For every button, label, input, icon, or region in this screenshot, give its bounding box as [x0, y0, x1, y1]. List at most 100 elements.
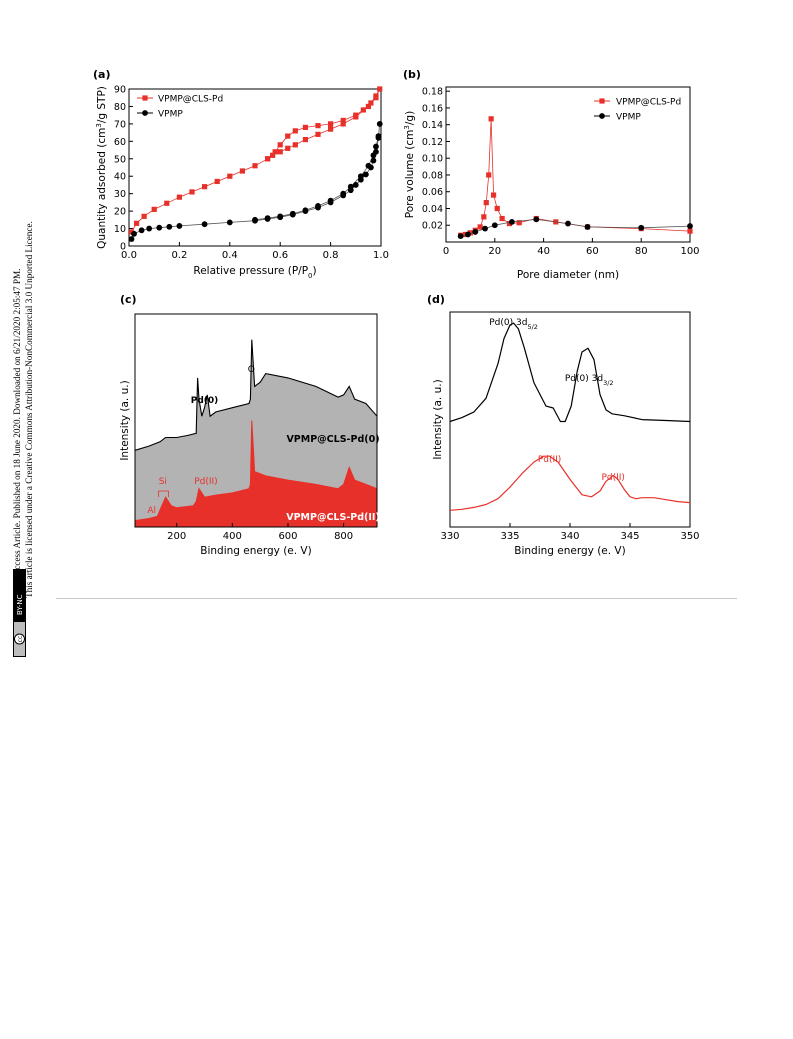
y-tick-label: 20: [114, 207, 126, 218]
x-axis-label: Binding energy (e. V): [514, 545, 625, 557]
data-point: [516, 220, 522, 226]
legend-marker: [142, 95, 148, 101]
x-tick-label: 0.6: [272, 250, 288, 261]
data-point: [457, 233, 464, 240]
data-point: [128, 229, 135, 235]
x-tick-label: 0.2: [171, 250, 187, 261]
y-tick-label: 30: [114, 189, 126, 200]
x-tick-label: 0.8: [323, 250, 339, 261]
y-axis-label: Intensity (a. u.): [432, 379, 444, 459]
data-point: [176, 194, 182, 200]
data-point: [494, 205, 500, 212]
y-tick-label: 90: [114, 85, 126, 96]
data-point: [189, 189, 195, 195]
panel-c: (c) 200 400 600 800 Binding energy (e. V) Inte…: [119, 293, 380, 557]
data-point: [340, 121, 346, 127]
y-axis-label: Pore volume (cm3/g): [403, 111, 416, 218]
y-tick-label: 0.06: [422, 187, 443, 198]
data-point: [315, 131, 321, 137]
data-point: [315, 202, 321, 209]
annotation: Si: [159, 477, 167, 487]
data-point: [164, 200, 170, 206]
x-tick-label: 1.0: [373, 250, 389, 261]
x-tick-label: 40: [537, 246, 550, 257]
data-point: [373, 95, 379, 101]
data-point: [328, 126, 334, 132]
data-point: [302, 207, 309, 214]
divider-line: [56, 598, 737, 599]
data-point: [340, 190, 347, 197]
banner-line-2: This article is licensed under a Creativ…: [24, 221, 34, 598]
adsorption-line: [131, 137, 379, 240]
data-point: [214, 178, 220, 185]
annotation: Pd(0): [191, 396, 219, 406]
y-tick-label: 0.02: [422, 221, 443, 232]
data-point: [277, 213, 284, 220]
data-point: [352, 182, 359, 188]
x-tick-label: 0.0: [121, 250, 137, 261]
y-tick-label: 0.08: [422, 170, 443, 181]
data-point: [483, 200, 489, 206]
annotation: Fe: [313, 484, 324, 494]
series-line: [460, 118, 691, 236]
data-point: [146, 225, 153, 232]
legend-label: VPMP: [158, 110, 183, 120]
panel-d: (d) 330 335 340 345 350 Binding energy (e. V) I…: [427, 293, 700, 557]
data-point: [252, 216, 258, 223]
data-point: [467, 230, 473, 236]
y-tick-label: 0.10: [422, 154, 443, 165]
desorption-line: [267, 88, 381, 160]
data-point: [176, 223, 183, 229]
y-tick-label: 0.18: [422, 87, 443, 98]
y-tick-label: 0: [120, 242, 126, 253]
data-point: [486, 172, 492, 178]
data-point: [166, 223, 173, 230]
data-point: [272, 149, 278, 155]
data-point: [285, 133, 291, 139]
panel-b: (b) 0 20 40 60 80 100 0.02 0.04 0.06 0.08 0.10 0.12 0…: [403, 68, 700, 281]
data-point: [488, 116, 494, 122]
data-point: [377, 86, 383, 92]
x-tick-label: 100: [680, 246, 699, 257]
data-point: [687, 228, 693, 234]
spectrum-line: [449, 455, 691, 511]
y-axis-label: Intensity (a. u.): [119, 380, 131, 460]
data-point: [533, 216, 540, 223]
plot-frame: [445, 86, 691, 243]
y-tick-label: 0.12: [422, 137, 443, 148]
data-point: [202, 184, 208, 190]
x-tick-label: 330: [440, 531, 459, 542]
data-point: [491, 222, 498, 229]
data-point: [302, 136, 308, 143]
data-point: [327, 197, 334, 204]
series-vpmp-cls-pd-ii: [134, 420, 378, 527]
data-point: [227, 173, 233, 179]
data-point: [472, 229, 479, 235]
data-point: [226, 219, 233, 226]
y-tick-label: 0.16: [422, 103, 443, 114]
data-point: [357, 173, 364, 180]
data-point: [376, 120, 383, 127]
cc-license-badge[interactable]: cc BY-NC: [13, 569, 26, 657]
data-point: [482, 225, 488, 232]
x-tick-label: 200: [167, 531, 186, 542]
data-point: [133, 220, 140, 226]
badge-label: BY-NC: [16, 594, 24, 615]
data-point: [638, 224, 645, 231]
data-point: [292, 142, 298, 148]
legend-label: VPMP@CLS-Pd: [158, 95, 223, 105]
x-tick-label: 60: [586, 246, 599, 257]
x-axis-label: Pore diameter (nm): [517, 269, 619, 281]
y-tick-label: 40: [114, 172, 126, 183]
data-point: [490, 192, 497, 198]
data-point: [277, 149, 283, 155]
cc-icon: cc: [17, 636, 24, 643]
data-point: [465, 231, 471, 238]
panel-label: (a): [93, 68, 110, 81]
legend-label: VPMP: [616, 113, 641, 123]
data-point: [365, 162, 372, 169]
annotation: Pd(II): [601, 473, 624, 483]
y-tick-label: 60: [114, 137, 126, 148]
series-vpmp-cls-pd: VPMP@CLS-Pd: [458, 98, 693, 238]
